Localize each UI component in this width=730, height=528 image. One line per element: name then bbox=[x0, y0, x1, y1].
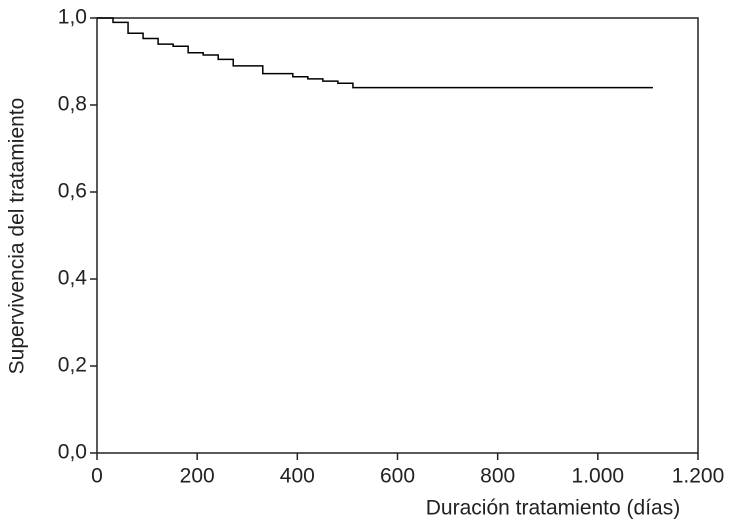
x-tick-label: 400 bbox=[280, 465, 315, 488]
x-tick-label: 0 bbox=[91, 465, 103, 488]
x-tick-label: 1.200 bbox=[672, 465, 725, 488]
y-tick-label: 0,2 bbox=[58, 354, 87, 377]
y-axis-label: Supervivencia del tratamiento bbox=[6, 98, 29, 375]
x-tick-label: 600 bbox=[380, 465, 415, 488]
y-tick-label: 1,0 bbox=[58, 6, 87, 29]
x-axis-label: Duración tratamiento (días) bbox=[426, 497, 680, 520]
x-tick-label: 1.000 bbox=[572, 465, 625, 488]
x-tick-label: 800 bbox=[480, 465, 515, 488]
y-tick-label: 0,4 bbox=[58, 267, 88, 290]
y-tick-label: 0,8 bbox=[58, 93, 87, 116]
y-tick-label: 0,6 bbox=[58, 180, 87, 203]
survival-curve bbox=[97, 17, 653, 89]
plot-frame bbox=[96, 17, 699, 454]
x-tick-label: 200 bbox=[180, 465, 215, 488]
y-tick-label: 0,0 bbox=[58, 441, 87, 464]
